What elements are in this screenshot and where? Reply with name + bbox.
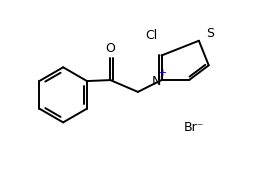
Text: Cl: Cl — [145, 29, 158, 42]
Text: Br⁻: Br⁻ — [184, 121, 204, 134]
Text: N: N — [152, 75, 161, 88]
Text: S: S — [206, 27, 214, 40]
Text: +: + — [158, 68, 167, 78]
Text: O: O — [105, 42, 115, 55]
